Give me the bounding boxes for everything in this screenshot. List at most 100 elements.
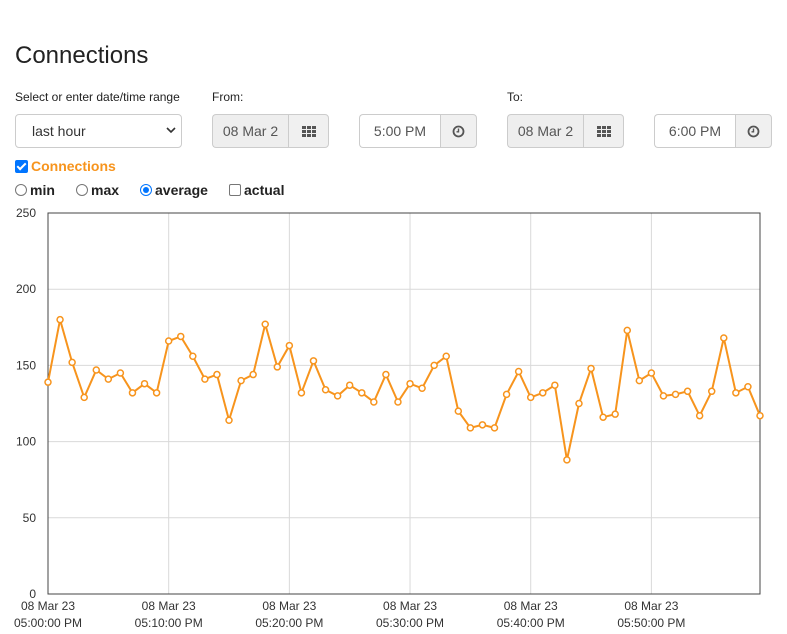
mode-max-label: max — [91, 182, 120, 198]
clock-icon — [452, 125, 465, 137]
data-point — [370, 398, 378, 406]
data-point — [695, 411, 704, 420]
data-point — [599, 413, 607, 421]
data-point — [514, 367, 523, 376]
mode-min-option[interactable]: min — [15, 182, 55, 198]
data-point — [189, 352, 197, 361]
data-point — [551, 381, 559, 389]
mode-min-radio[interactable] — [15, 184, 27, 196]
data-point — [394, 398, 402, 406]
x-tick-label-date: 08 Mar 23 — [504, 599, 558, 613]
mode-max-radio[interactable] — [76, 184, 88, 196]
data-point — [406, 379, 414, 388]
x-tick-label-time: 05:50:00 PM — [617, 616, 685, 630]
data-point — [611, 410, 619, 418]
range-select[interactable]: last hour — [15, 114, 182, 148]
mode-actual-option[interactable]: actual — [229, 182, 284, 198]
data-point — [321, 386, 330, 394]
chevron-down-icon — [166, 127, 176, 134]
to-time-input[interactable]: 6:00 PM — [654, 114, 735, 148]
data-point — [80, 393, 88, 402]
data-point — [92, 366, 101, 374]
data-point — [539, 389, 547, 397]
x-tick-label-time: 05:20:00 PM — [255, 616, 323, 630]
data-point — [201, 375, 209, 383]
plot-frame — [47, 212, 761, 595]
x-tick-label-date: 08 Mar 23 — [142, 599, 196, 613]
data-point — [345, 381, 354, 389]
data-point — [563, 456, 571, 464]
data-point — [478, 421, 487, 429]
x-tick-label-time: 05:10:00 PM — [135, 616, 203, 630]
connections-toggle-label: Connections — [31, 158, 116, 174]
data-point — [418, 384, 426, 393]
data-point — [707, 387, 716, 396]
y-tick-label: 150 — [16, 358, 36, 372]
mode-actual-label: actual — [244, 182, 285, 198]
y-tick-label: 100 — [16, 435, 36, 449]
data-point — [164, 337, 173, 345]
data-point — [683, 387, 692, 396]
range-select-value: last hour — [32, 123, 86, 139]
data-point — [44, 378, 52, 386]
from-calendar-button[interactable] — [288, 114, 329, 148]
page-title: Connections — [15, 42, 149, 69]
data-point — [526, 393, 535, 402]
data-point — [237, 376, 245, 385]
mode-average-radio[interactable] — [140, 184, 152, 196]
data-point — [587, 364, 595, 373]
data-point — [732, 389, 740, 397]
data-point — [720, 334, 728, 342]
data-point — [140, 379, 149, 388]
from-date-input[interactable]: 08 Mar 2 — [212, 114, 288, 148]
data-point — [309, 357, 318, 365]
data-point — [575, 399, 583, 408]
from-time-input[interactable]: 5:00 PM — [359, 114, 440, 148]
data-point — [152, 389, 161, 397]
to-label: To: — [507, 90, 524, 104]
to-date-group: 08 Mar 2 — [507, 114, 624, 148]
x-tick-label-time: 05:00:00 PM — [14, 616, 82, 630]
x-tick-label-date: 08 Mar 23 — [624, 599, 678, 613]
from-date-group: 08 Mar 2 — [212, 114, 329, 148]
to-time-button[interactable] — [735, 114, 772, 148]
data-point — [454, 407, 463, 415]
x-tick-label-date: 08 Mar 23 — [21, 599, 75, 613]
x-tick-label-time: 05:30:00 PM — [376, 616, 444, 630]
data-point — [68, 358, 76, 367]
y-tick-label: 200 — [16, 282, 36, 296]
range-label: Select or enter date/time range — [15, 90, 180, 104]
data-point — [442, 352, 450, 361]
mode-max-option[interactable]: max — [76, 182, 119, 198]
from-time-group: 5:00 PM — [359, 114, 477, 148]
mode-average-option[interactable]: average — [140, 182, 208, 198]
to-time-group: 6:00 PM — [654, 114, 772, 148]
data-point — [213, 370, 221, 379]
data-point — [285, 341, 294, 350]
data-point — [671, 390, 680, 399]
mode-actual-checkbox[interactable] — [229, 184, 241, 196]
data-point — [261, 320, 269, 329]
connections-series-toggle[interactable]: Connections — [15, 158, 116, 174]
data-point — [756, 411, 764, 420]
y-tick-label: 50 — [23, 511, 37, 525]
data-point — [635, 376, 644, 385]
data-point — [430, 361, 438, 370]
data-point — [297, 389, 306, 397]
from-time-button[interactable] — [440, 114, 477, 148]
to-calendar-button[interactable] — [583, 114, 624, 148]
data-point — [225, 416, 233, 425]
connections-checkbox[interactable] — [15, 159, 28, 173]
x-tick-label-time: 05:40:00 PM — [497, 616, 565, 630]
x-tick-label-date: 08 Mar 23 — [262, 599, 316, 613]
y-tick-label: 250 — [16, 206, 36, 220]
to-date-input[interactable]: 08 Mar 2 — [507, 114, 583, 148]
mode-average-label: average — [155, 182, 208, 198]
data-point — [490, 424, 499, 432]
connections-chart: 0 50 100 150 200 250 08 Mar 23 05:00:00 PM 08 Ma… — [14, 206, 764, 630]
y-tick-label: 0 — [29, 587, 36, 601]
data-point — [647, 369, 656, 377]
data-point — [358, 389, 366, 397]
x-tick-label-date: 08 Mar 23 — [383, 599, 437, 613]
data-point — [502, 390, 511, 399]
